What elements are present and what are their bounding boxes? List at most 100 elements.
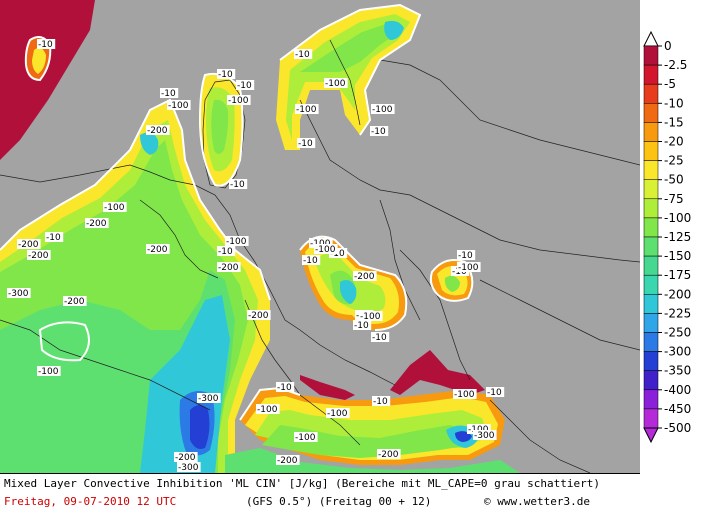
- contour-label-bg: [457, 262, 481, 272]
- contour-label-bg: [371, 332, 390, 342]
- legend-label: -200: [664, 287, 691, 301]
- contour-label-bg: [377, 449, 401, 459]
- legend-label: -350: [664, 364, 691, 378]
- contour-label: -300: [474, 431, 495, 441]
- contour-label-bg: [353, 271, 377, 281]
- contour-label-bg: [276, 455, 300, 465]
- cin-region-france-cyan: [140, 132, 159, 155]
- contour-label: -100: [295, 433, 316, 443]
- legend-label: -300: [664, 345, 691, 359]
- legend-swatch: [643, 408, 659, 429]
- copyright: © www.wetter3.de: [484, 495, 590, 508]
- legend-label: -2.5: [664, 58, 687, 72]
- legend-label: -20: [664, 135, 684, 149]
- legend-label: -225: [664, 306, 691, 320]
- contour-label: -10: [372, 333, 387, 343]
- contour-label: -10: [46, 233, 61, 243]
- legend-swatch: [643, 64, 659, 85]
- cin-region-nw-yellow: [32, 47, 46, 74]
- legend-label: -150: [664, 249, 691, 263]
- contour-label: -200: [378, 450, 399, 460]
- legend-swatch: [643, 351, 659, 371]
- legend-swatch: [643, 389, 659, 410]
- legend-label: -175: [664, 268, 691, 282]
- contour-label-bg: [294, 49, 313, 59]
- cin-region-east-blob-green: [444, 275, 460, 292]
- legend-label: -450: [664, 402, 691, 416]
- contour-label: -10: [218, 247, 233, 257]
- contour-label: -10: [373, 397, 388, 407]
- contour-label-bg: [217, 262, 241, 272]
- contour-label-bg: [167, 100, 191, 110]
- contour-label-bg: [329, 248, 348, 258]
- legend-swatch: [643, 179, 659, 200]
- cin-map: -10 -10 -10 -10 -100 -100 -200 -100 -10 -10 -10 -10…: [0, 0, 640, 473]
- coastlines: [0, 39, 640, 473]
- contour-label: -10: [298, 139, 313, 149]
- contour-label-bg: [45, 232, 64, 242]
- contour-label: -100: [168, 101, 189, 111]
- contour-label: -200: [86, 219, 107, 229]
- legend-swatch: [643, 45, 659, 66]
- contour-label: -10: [230, 180, 245, 190]
- legend-swatch: [643, 103, 659, 123]
- cin-region-south-teal: [225, 448, 520, 473]
- contour-label: -200: [175, 453, 196, 463]
- contour-label: -100: [104, 203, 125, 213]
- contour-label-bg: [37, 39, 56, 49]
- cin-region-balkan-red: [390, 350, 485, 395]
- legend-swatch: [643, 313, 659, 333]
- contour-label-bg: [197, 393, 221, 403]
- contour-label: -100: [296, 105, 317, 115]
- cin-region-sw-navy: [190, 405, 210, 449]
- legend-swatch: [643, 83, 659, 104]
- contour-label: -10: [371, 127, 386, 137]
- contour-label-bg: [324, 78, 348, 88]
- contour-label: -100: [327, 409, 348, 419]
- cin-region-west-teal: [40, 322, 89, 361]
- contour-label: -10: [38, 40, 53, 50]
- contour-label-bg: [85, 218, 109, 228]
- contour-label-bg: [160, 88, 179, 98]
- contour-label: -100: [458, 263, 479, 273]
- legend-label: -75: [664, 192, 684, 206]
- legend-label: -10: [664, 96, 684, 110]
- contour-label-bg: [370, 126, 389, 136]
- contour-label-bg: [174, 452, 198, 462]
- legend-swatch: [643, 122, 659, 142]
- legend-label: -250: [664, 326, 691, 340]
- legend-label: -50: [664, 173, 684, 187]
- contour-label-bg: [217, 246, 236, 256]
- legend-swatch: [643, 332, 659, 352]
- legend-swatch: [643, 160, 659, 180]
- valid-date: Freitag, 09-07-2010 12 UTC: [4, 495, 177, 508]
- legend-label: -400: [664, 383, 691, 397]
- contour-label: -10: [303, 256, 318, 266]
- contour-label: -100: [372, 105, 393, 115]
- contour-label: -10: [161, 89, 176, 99]
- contour-label-bg: [371, 104, 395, 114]
- caption: Mixed Layer Convective Inhibition 'ML CI…: [0, 473, 640, 513]
- legend-arrow-top: [643, 30, 659, 47]
- contour-label: -100: [38, 367, 59, 377]
- contour-label: -300: [198, 394, 219, 404]
- contour-label-bg: [359, 311, 383, 321]
- contour-label-bg: [276, 382, 295, 392]
- cin-region-central-cyan: [340, 280, 357, 304]
- contour-label-bg: [146, 125, 170, 135]
- legend-swatch: [643, 198, 659, 219]
- contour-label: -300: [8, 289, 29, 299]
- contour-label: -100: [228, 96, 249, 106]
- legend-label: 0: [664, 39, 672, 53]
- contour-label-bg: [309, 238, 333, 248]
- contour-label-bg: [37, 366, 61, 376]
- legend-swatch: [643, 236, 659, 257]
- contour-label-bg: [256, 404, 280, 414]
- contour-label-bg: [27, 250, 51, 260]
- contour-label: -200: [147, 126, 168, 136]
- contour-label-bg: [467, 424, 491, 434]
- contour-label: -200: [277, 456, 298, 466]
- contour-label: -100: [257, 405, 278, 415]
- legend-label: -5: [664, 77, 676, 91]
- contour-label-bg: [227, 95, 251, 105]
